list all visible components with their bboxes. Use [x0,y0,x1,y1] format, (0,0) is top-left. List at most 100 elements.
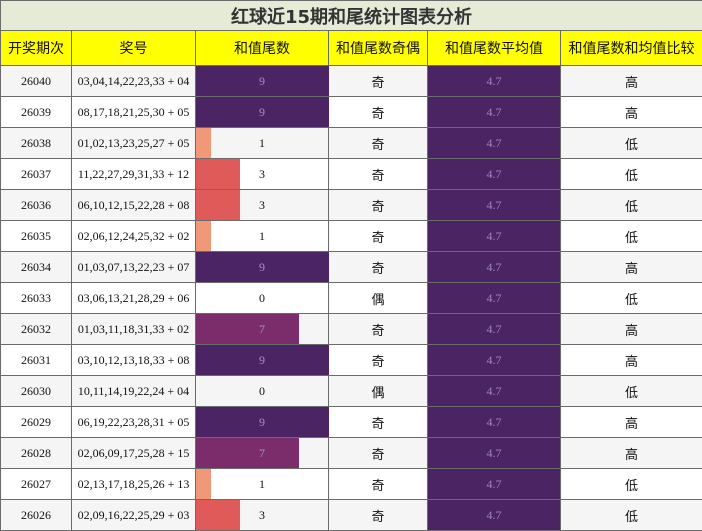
parity-cell: 偶 [329,283,428,314]
tail-cell: 9 [196,252,329,283]
parity-cell: 偶 [329,376,428,407]
tail-value: 1 [259,477,265,491]
parity-cell: 奇 [329,159,428,190]
compare-cell: 低 [561,376,702,407]
tail-value: 7 [259,322,265,336]
compare-cell: 低 [561,500,702,531]
header-numbers: 奖号 [72,31,196,66]
compare-cell: 低 [561,283,702,314]
compare-cell: 高 [561,438,702,469]
numbers-cell: 02,13,17,18,25,26 + 13 [72,469,196,500]
compare-cell: 低 [561,190,702,221]
numbers-cell: 02,06,12,24,25,32 + 02 [72,221,196,252]
tail-bar [196,469,211,499]
tail-value: 9 [259,260,265,274]
numbers-cell: 03,04,14,22,23,33 + 04 [72,66,196,97]
compare-cell: 低 [561,159,702,190]
average-cell: 4.7 [428,190,561,221]
period-cell: 26039 [1,97,72,128]
tail-value: 3 [259,198,265,212]
header-period: 开奖期次 [1,31,72,66]
tail-bar [196,159,240,189]
average-cell: 4.7 [428,469,561,500]
tail-bar [196,190,240,220]
tail-cell: 3 [196,190,329,221]
tail-cell: 1 [196,221,329,252]
tail-value: 7 [259,446,265,460]
numbers-cell: 08,17,18,21,25,30 + 05 [72,97,196,128]
average-cell: 4.7 [428,438,561,469]
parity-cell: 奇 [329,128,428,159]
numbers-cell: 03,10,12,13,18,33 + 08 [72,345,196,376]
parity-cell: 奇 [329,345,428,376]
period-cell: 26038 [1,128,72,159]
compare-cell: 低 [561,128,702,159]
tail-value: 3 [259,508,265,522]
tail-cell: 9 [196,66,329,97]
numbers-cell: 11,22,27,29,31,33 + 12 [72,159,196,190]
parity-cell: 奇 [329,407,428,438]
numbers-cell: 01,03,07,13,22,23 + 07 [72,252,196,283]
compare-cell: 低 [561,221,702,252]
compare-cell: 高 [561,314,702,345]
tail-cell: 0 [196,376,329,407]
average-cell: 4.7 [428,128,561,159]
header-compare: 和值尾数和均值比较 [561,31,702,66]
tail-value: 1 [259,229,265,243]
tail-cell: 9 [196,345,329,376]
compare-cell: 高 [561,66,702,97]
period-cell: 26028 [1,438,72,469]
numbers-cell: 02,06,09,17,25,28 + 15 [72,438,196,469]
period-cell: 26034 [1,252,72,283]
parity-cell: 奇 [329,190,428,221]
header-parity: 和值尾数奇偶 [329,31,428,66]
tail-value: 9 [259,353,265,367]
parity-cell: 奇 [329,221,428,252]
tail-cell: 1 [196,128,329,159]
average-cell: 4.7 [428,221,561,252]
tail-value: 0 [259,291,265,305]
header-average: 和值尾数平均值 [428,31,561,66]
tail-bar [196,500,240,530]
average-cell: 4.7 [428,283,561,314]
period-cell: 26035 [1,221,72,252]
tail-cell: 9 [196,407,329,438]
tail-bar [196,438,299,468]
numbers-cell: 06,19,22,23,28,31 + 05 [72,407,196,438]
numbers-cell: 01,02,13,23,25,27 + 05 [72,128,196,159]
period-cell: 26031 [1,345,72,376]
tail-cell: 7 [196,314,329,345]
tail-value: 9 [259,105,265,119]
tail-value: 0 [259,384,265,398]
average-cell: 4.7 [428,376,561,407]
period-cell: 26027 [1,469,72,500]
tail-value: 9 [259,74,265,88]
compare-cell: 高 [561,345,702,376]
average-cell: 4.7 [428,500,561,531]
page-title: 红球近15期和尾统计图表分析 [1,1,702,31]
average-cell: 4.7 [428,314,561,345]
tail-bar [196,221,211,251]
parity-cell: 奇 [329,500,428,531]
numbers-cell: 03,06,13,21,28,29 + 06 [72,283,196,314]
parity-cell: 奇 [329,314,428,345]
average-cell: 4.7 [428,66,561,97]
tail-cell: 1 [196,469,329,500]
period-cell: 26029 [1,407,72,438]
header-tail: 和值尾数 [196,31,329,66]
tail-value: 3 [259,167,265,181]
parity-cell: 奇 [329,66,428,97]
parity-cell: 奇 [329,97,428,128]
compare-cell: 高 [561,252,702,283]
